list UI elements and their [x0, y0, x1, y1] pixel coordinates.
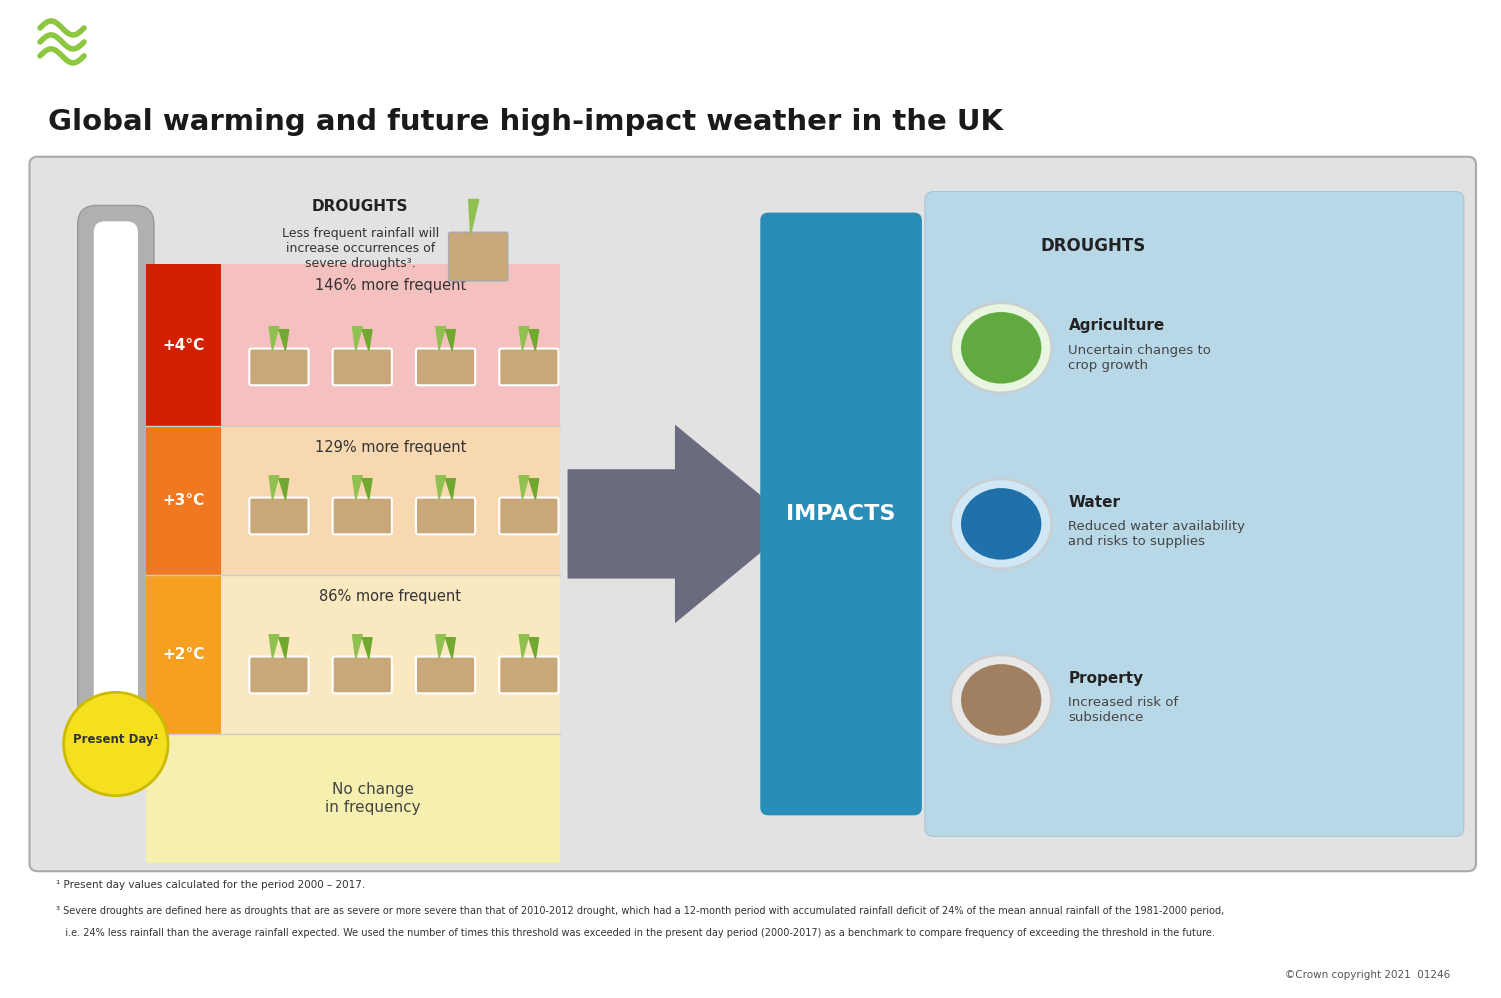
Bar: [146, 264, 221, 426]
Text: DROUGHTS: DROUGHTS: [312, 200, 408, 215]
Polygon shape: [353, 635, 362, 659]
Text: +2°C: +2°C: [162, 647, 204, 662]
FancyBboxPatch shape: [93, 222, 138, 738]
Polygon shape: [269, 635, 279, 659]
FancyBboxPatch shape: [333, 498, 392, 534]
Text: +4°C: +4°C: [162, 337, 204, 352]
Polygon shape: [269, 476, 279, 500]
Text: Present Day¹: Present Day¹: [74, 733, 159, 746]
Text: Increased risk of
subsidence: Increased risk of subsidence: [1069, 696, 1178, 724]
Text: Agriculture: Agriculture: [1069, 318, 1165, 333]
Bar: [146, 735, 560, 863]
Bar: [146, 426, 560, 575]
FancyBboxPatch shape: [249, 498, 309, 534]
Ellipse shape: [961, 664, 1042, 736]
Polygon shape: [446, 329, 455, 350]
Text: Water: Water: [1069, 494, 1120, 510]
Ellipse shape: [952, 479, 1051, 569]
Text: ©Crown copyright 2021  01246: ©Crown copyright 2021 01246: [1285, 970, 1450, 980]
Polygon shape: [435, 635, 446, 659]
Text: 86% more frequent: 86% more frequent: [320, 590, 461, 605]
Ellipse shape: [952, 656, 1051, 745]
Bar: [146, 575, 221, 735]
Polygon shape: [528, 638, 539, 659]
Text: Met Office: Met Office: [116, 26, 303, 58]
FancyBboxPatch shape: [333, 657, 392, 694]
Text: ³ Severe droughts are defined here as droughts that are as severe or more severe: ³ Severe droughts are defined here as dr…: [56, 906, 1223, 916]
Polygon shape: [279, 329, 288, 350]
Ellipse shape: [961, 312, 1042, 383]
Bar: [146, 575, 560, 735]
Text: Uncertain changes to
crop growth: Uncertain changes to crop growth: [1069, 343, 1211, 372]
FancyBboxPatch shape: [416, 657, 476, 694]
Polygon shape: [519, 635, 528, 659]
Text: IMPACTS: IMPACTS: [787, 504, 896, 524]
Bar: [146, 264, 560, 426]
Bar: [146, 426, 221, 575]
Polygon shape: [279, 638, 288, 659]
FancyBboxPatch shape: [78, 206, 155, 752]
Polygon shape: [435, 326, 446, 350]
Polygon shape: [362, 479, 372, 500]
Polygon shape: [519, 476, 528, 500]
Text: 146% more frequent: 146% more frequent: [315, 278, 465, 293]
Polygon shape: [269, 326, 279, 350]
Polygon shape: [279, 479, 288, 500]
Polygon shape: [435, 476, 446, 500]
FancyBboxPatch shape: [500, 498, 558, 534]
FancyBboxPatch shape: [449, 233, 507, 281]
FancyBboxPatch shape: [249, 348, 309, 385]
FancyBboxPatch shape: [416, 498, 476, 534]
FancyBboxPatch shape: [925, 192, 1463, 836]
FancyBboxPatch shape: [761, 213, 922, 815]
FancyBboxPatch shape: [249, 657, 309, 694]
Text: 129% more frequent: 129% more frequent: [315, 440, 465, 455]
FancyBboxPatch shape: [333, 348, 392, 385]
Polygon shape: [567, 424, 796, 624]
FancyBboxPatch shape: [416, 348, 476, 385]
Polygon shape: [353, 476, 362, 500]
FancyBboxPatch shape: [30, 157, 1475, 871]
Ellipse shape: [952, 303, 1051, 392]
Text: DROUGHTS: DROUGHTS: [1040, 238, 1147, 255]
Polygon shape: [528, 329, 539, 350]
Text: Property: Property: [1069, 671, 1144, 686]
Circle shape: [63, 693, 168, 795]
Polygon shape: [362, 638, 372, 659]
Polygon shape: [446, 479, 455, 500]
Polygon shape: [353, 326, 362, 350]
Text: i.e. 24% less rainfall than the average rainfall expected. We used the number of: i.e. 24% less rainfall than the average …: [56, 928, 1214, 938]
Polygon shape: [446, 638, 455, 659]
FancyBboxPatch shape: [500, 657, 558, 694]
Text: ¹ Present day values calculated for the period 2000 – 2017.: ¹ Present day values calculated for the …: [56, 880, 365, 890]
Polygon shape: [468, 200, 479, 235]
Polygon shape: [362, 329, 372, 350]
FancyBboxPatch shape: [500, 348, 558, 385]
Text: Less frequent rainfall will
increase occurrences of
severe droughts³.: Less frequent rainfall will increase occ…: [282, 228, 438, 270]
Text: No change
in frequency: No change in frequency: [326, 782, 420, 815]
Ellipse shape: [961, 488, 1042, 560]
Polygon shape: [528, 479, 539, 500]
Text: Reduced water availability
and risks to supplies: Reduced water availability and risks to …: [1069, 520, 1246, 548]
Text: +3°C: +3°C: [162, 493, 204, 508]
Text: Global warming and future high-impact weather in the UK: Global warming and future high-impact we…: [48, 108, 1003, 136]
Polygon shape: [519, 326, 528, 350]
